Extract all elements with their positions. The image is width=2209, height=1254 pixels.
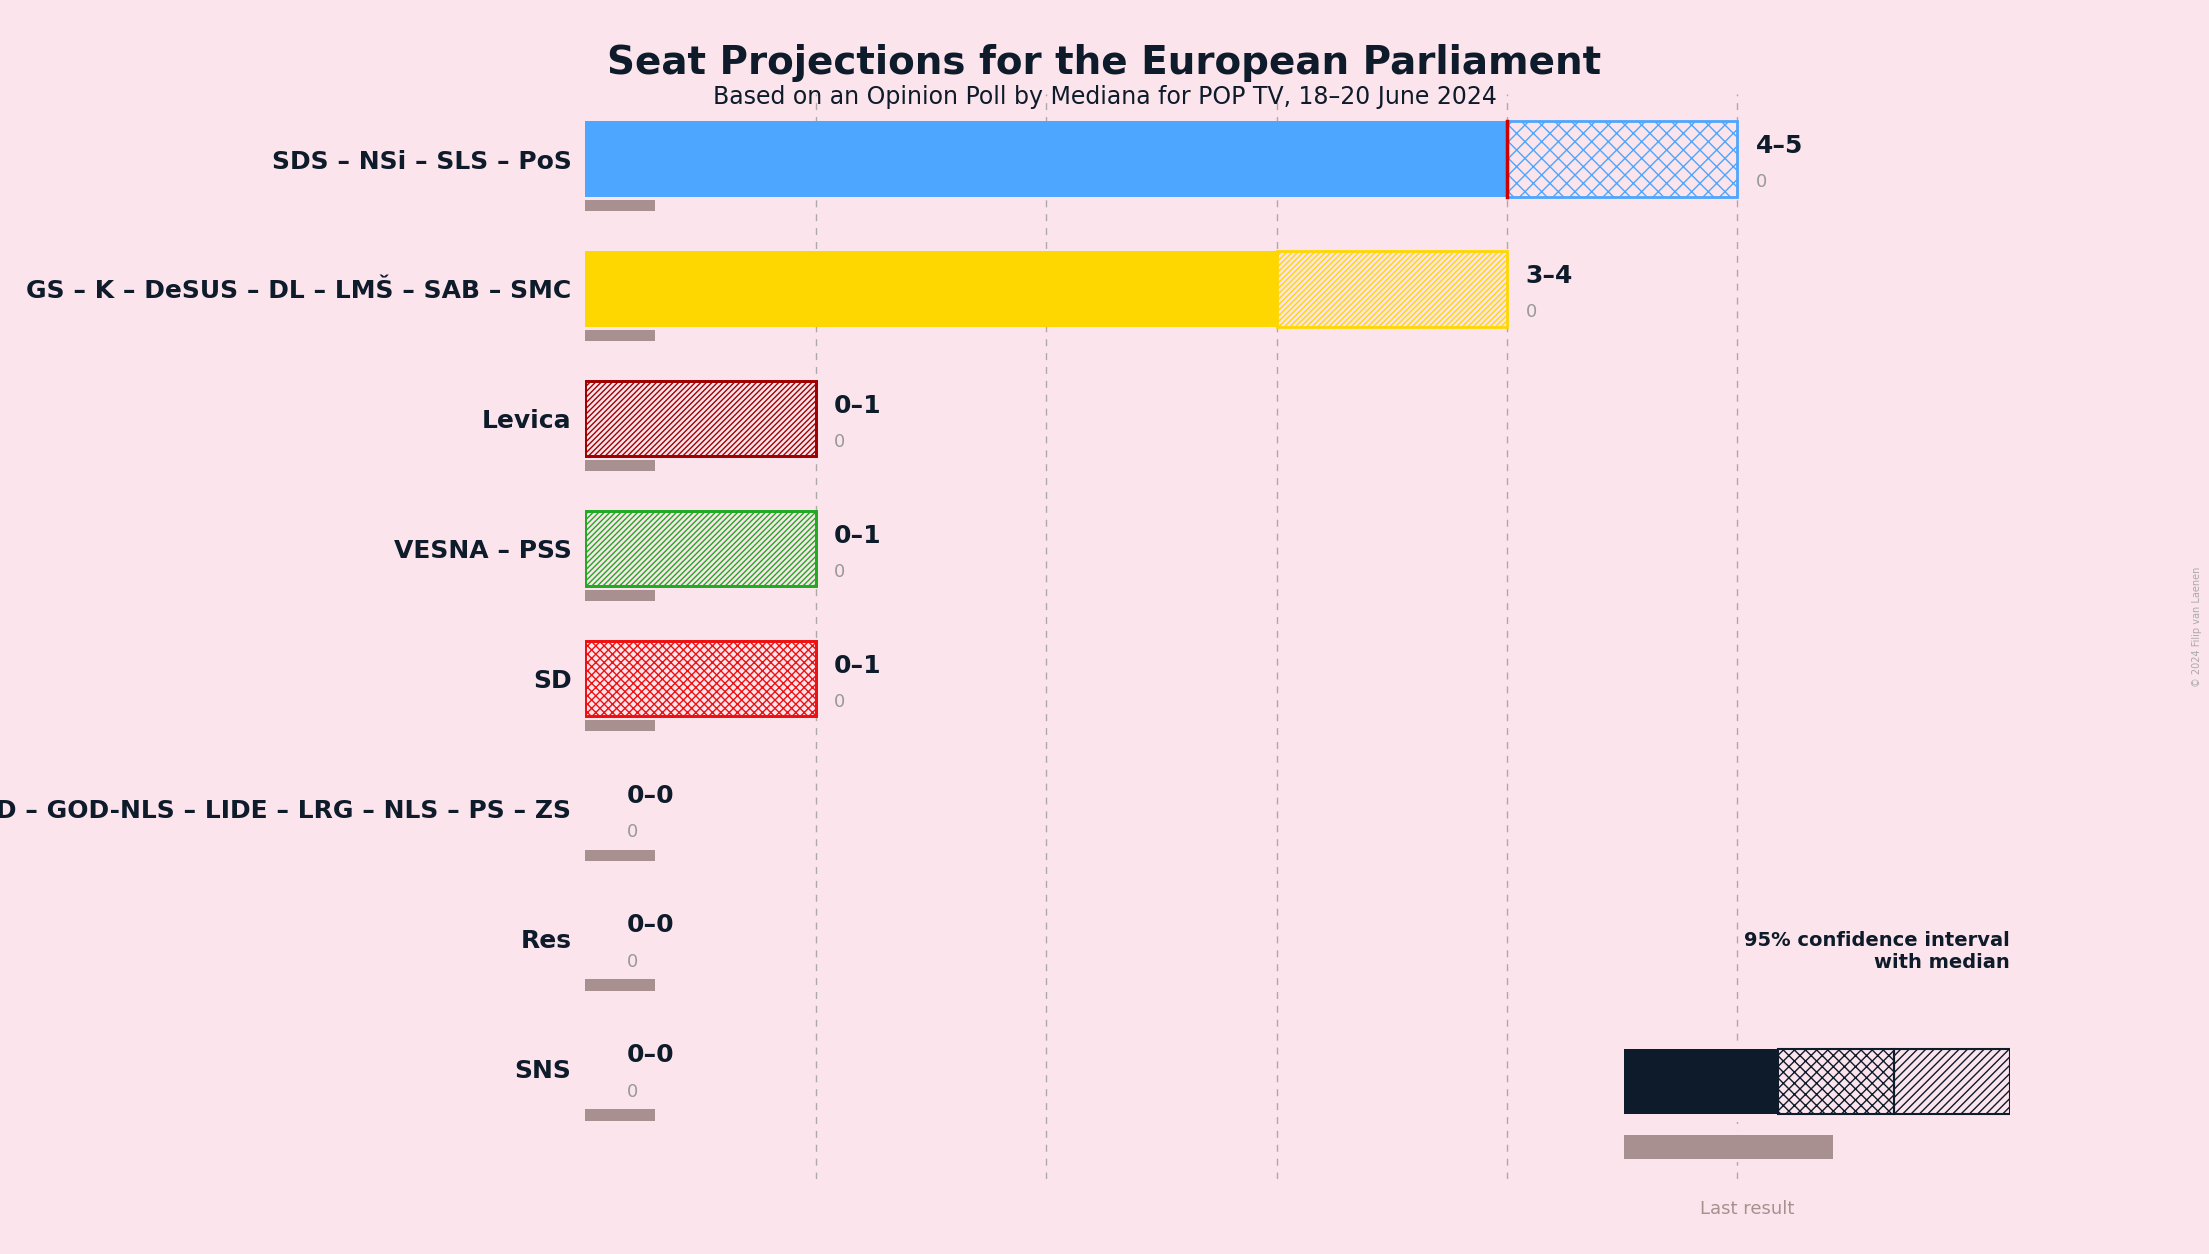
Text: 0–0: 0–0: [627, 784, 674, 808]
Bar: [585, 641, 815, 716]
Text: © 2024 Filip van Laenen: © 2024 Filip van Laenen: [2191, 567, 2202, 687]
Bar: [585, 641, 815, 716]
Bar: [1778, 1048, 1893, 1114]
Bar: [585, 720, 654, 731]
Bar: [1893, 1048, 2010, 1114]
Bar: [585, 641, 815, 716]
Bar: [1277, 251, 1507, 326]
Bar: [1507, 122, 1738, 197]
Text: 0–1: 0–1: [835, 653, 881, 677]
Bar: [585, 381, 815, 456]
Bar: [585, 850, 654, 861]
Text: Seat Projections for the European Parliament: Seat Projections for the European Parlia…: [607, 44, 1602, 82]
Text: 0–1: 0–1: [835, 524, 881, 548]
Bar: [585, 201, 654, 212]
Bar: [585, 330, 654, 341]
Bar: [585, 512, 815, 587]
Text: 0: 0: [835, 433, 846, 451]
Bar: [585, 381, 815, 456]
Bar: [1507, 122, 1738, 197]
Text: 0: 0: [627, 1082, 638, 1101]
Text: Last result: Last result: [1701, 1200, 1794, 1218]
Bar: [585, 381, 815, 456]
Bar: [585, 381, 815, 456]
Bar: [585, 512, 815, 587]
Text: 0: 0: [627, 953, 638, 971]
Bar: [585, 979, 654, 991]
Text: 0–1: 0–1: [835, 394, 881, 418]
Bar: [1778, 1048, 1893, 1114]
Text: 0: 0: [835, 563, 846, 581]
Bar: [585, 641, 815, 716]
Bar: [585, 1110, 654, 1121]
Text: 0–0: 0–0: [627, 913, 674, 938]
Bar: [585, 512, 815, 587]
Bar: [1624, 1135, 1833, 1160]
Bar: [585, 122, 1507, 197]
Bar: [585, 512, 815, 587]
Bar: [585, 589, 654, 601]
Text: 3–4: 3–4: [1526, 263, 1573, 288]
Text: 0: 0: [627, 823, 638, 841]
Bar: [585, 460, 654, 472]
Text: 4–5: 4–5: [1756, 134, 1803, 158]
Bar: [1624, 1048, 1778, 1114]
Text: 0: 0: [835, 693, 846, 711]
Text: 0: 0: [1756, 173, 1767, 192]
Bar: [585, 251, 1277, 326]
Bar: [1893, 1048, 2010, 1114]
Bar: [1277, 251, 1507, 326]
Text: 0–0: 0–0: [627, 1043, 674, 1067]
Text: 0: 0: [1526, 303, 1537, 321]
Text: 95% confidence interval
with median: 95% confidence interval with median: [1745, 930, 2010, 972]
Text: Based on an Opinion Poll by Mediana for POP TV, 18–20 June 2024: Based on an Opinion Poll by Mediana for …: [714, 85, 1495, 109]
